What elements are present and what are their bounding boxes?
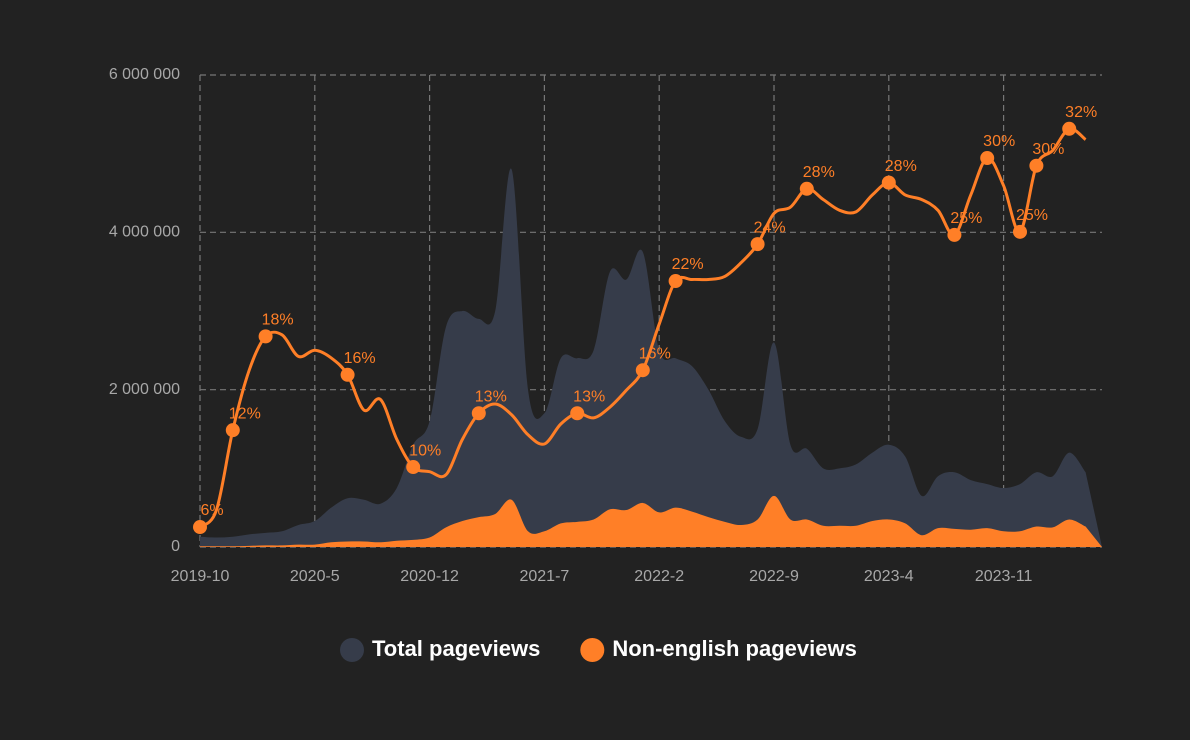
y-tick-label: 0 <box>171 538 180 555</box>
legend-swatch <box>340 638 364 662</box>
point <box>570 406 585 421</box>
y-tick-label: 6 000 000 <box>109 66 180 83</box>
x-tick-label: 2020-12 <box>400 568 459 585</box>
legend-label: Non-english pageviews <box>612 636 857 661</box>
value-label: 25% <box>950 210 982 227</box>
area <box>200 495 1102 547</box>
value-label: 13% <box>573 388 605 405</box>
value-label: 10% <box>409 442 441 459</box>
area <box>200 168 1102 547</box>
y-tick-label: 2 000 000 <box>109 381 180 398</box>
point <box>799 181 814 196</box>
point <box>1029 158 1044 173</box>
value-label: 16% <box>344 350 376 367</box>
point <box>1062 121 1077 136</box>
value-label: 32% <box>1065 104 1097 121</box>
point <box>225 423 240 438</box>
x-tick-label: 2019-10 <box>171 568 230 585</box>
x-tick-label: 2022-2 <box>634 568 684 585</box>
value-label: 6% <box>200 502 223 519</box>
legend-label: Total pageviews <box>372 636 540 661</box>
value-label: 22% <box>672 256 704 273</box>
point <box>1013 224 1027 239</box>
value-label: 12% <box>229 405 261 422</box>
y-tick-label: 4 000 000 <box>109 224 180 241</box>
point <box>406 460 421 475</box>
point <box>635 363 650 378</box>
point <box>471 406 486 421</box>
value-label: 13% <box>475 388 507 405</box>
value-label: 24% <box>754 219 786 236</box>
point <box>340 367 355 382</box>
x-tick-label: 2020-5 <box>290 568 340 585</box>
x-tick-label: 2022-9 <box>749 568 799 585</box>
point <box>258 329 273 344</box>
value-label: 30% <box>983 133 1015 150</box>
x-tick-label: 2021-7 <box>519 568 569 585</box>
point <box>980 151 995 166</box>
point <box>193 520 207 535</box>
point <box>668 274 683 289</box>
value-label: 16% <box>639 345 671 362</box>
x-tick-label: 2023-4 <box>864 568 914 585</box>
value-label: 30% <box>1032 141 1064 158</box>
legend-swatch <box>580 638 605 662</box>
value-label: 18% <box>262 312 294 329</box>
value-label: 25% <box>1016 207 1048 224</box>
value-label: 28% <box>885 158 917 175</box>
point <box>750 237 765 252</box>
point <box>947 227 962 242</box>
x-tick-label: 2023-11 <box>975 568 1033 585</box>
point <box>881 175 896 190</box>
value-label: 28% <box>803 164 835 181</box>
